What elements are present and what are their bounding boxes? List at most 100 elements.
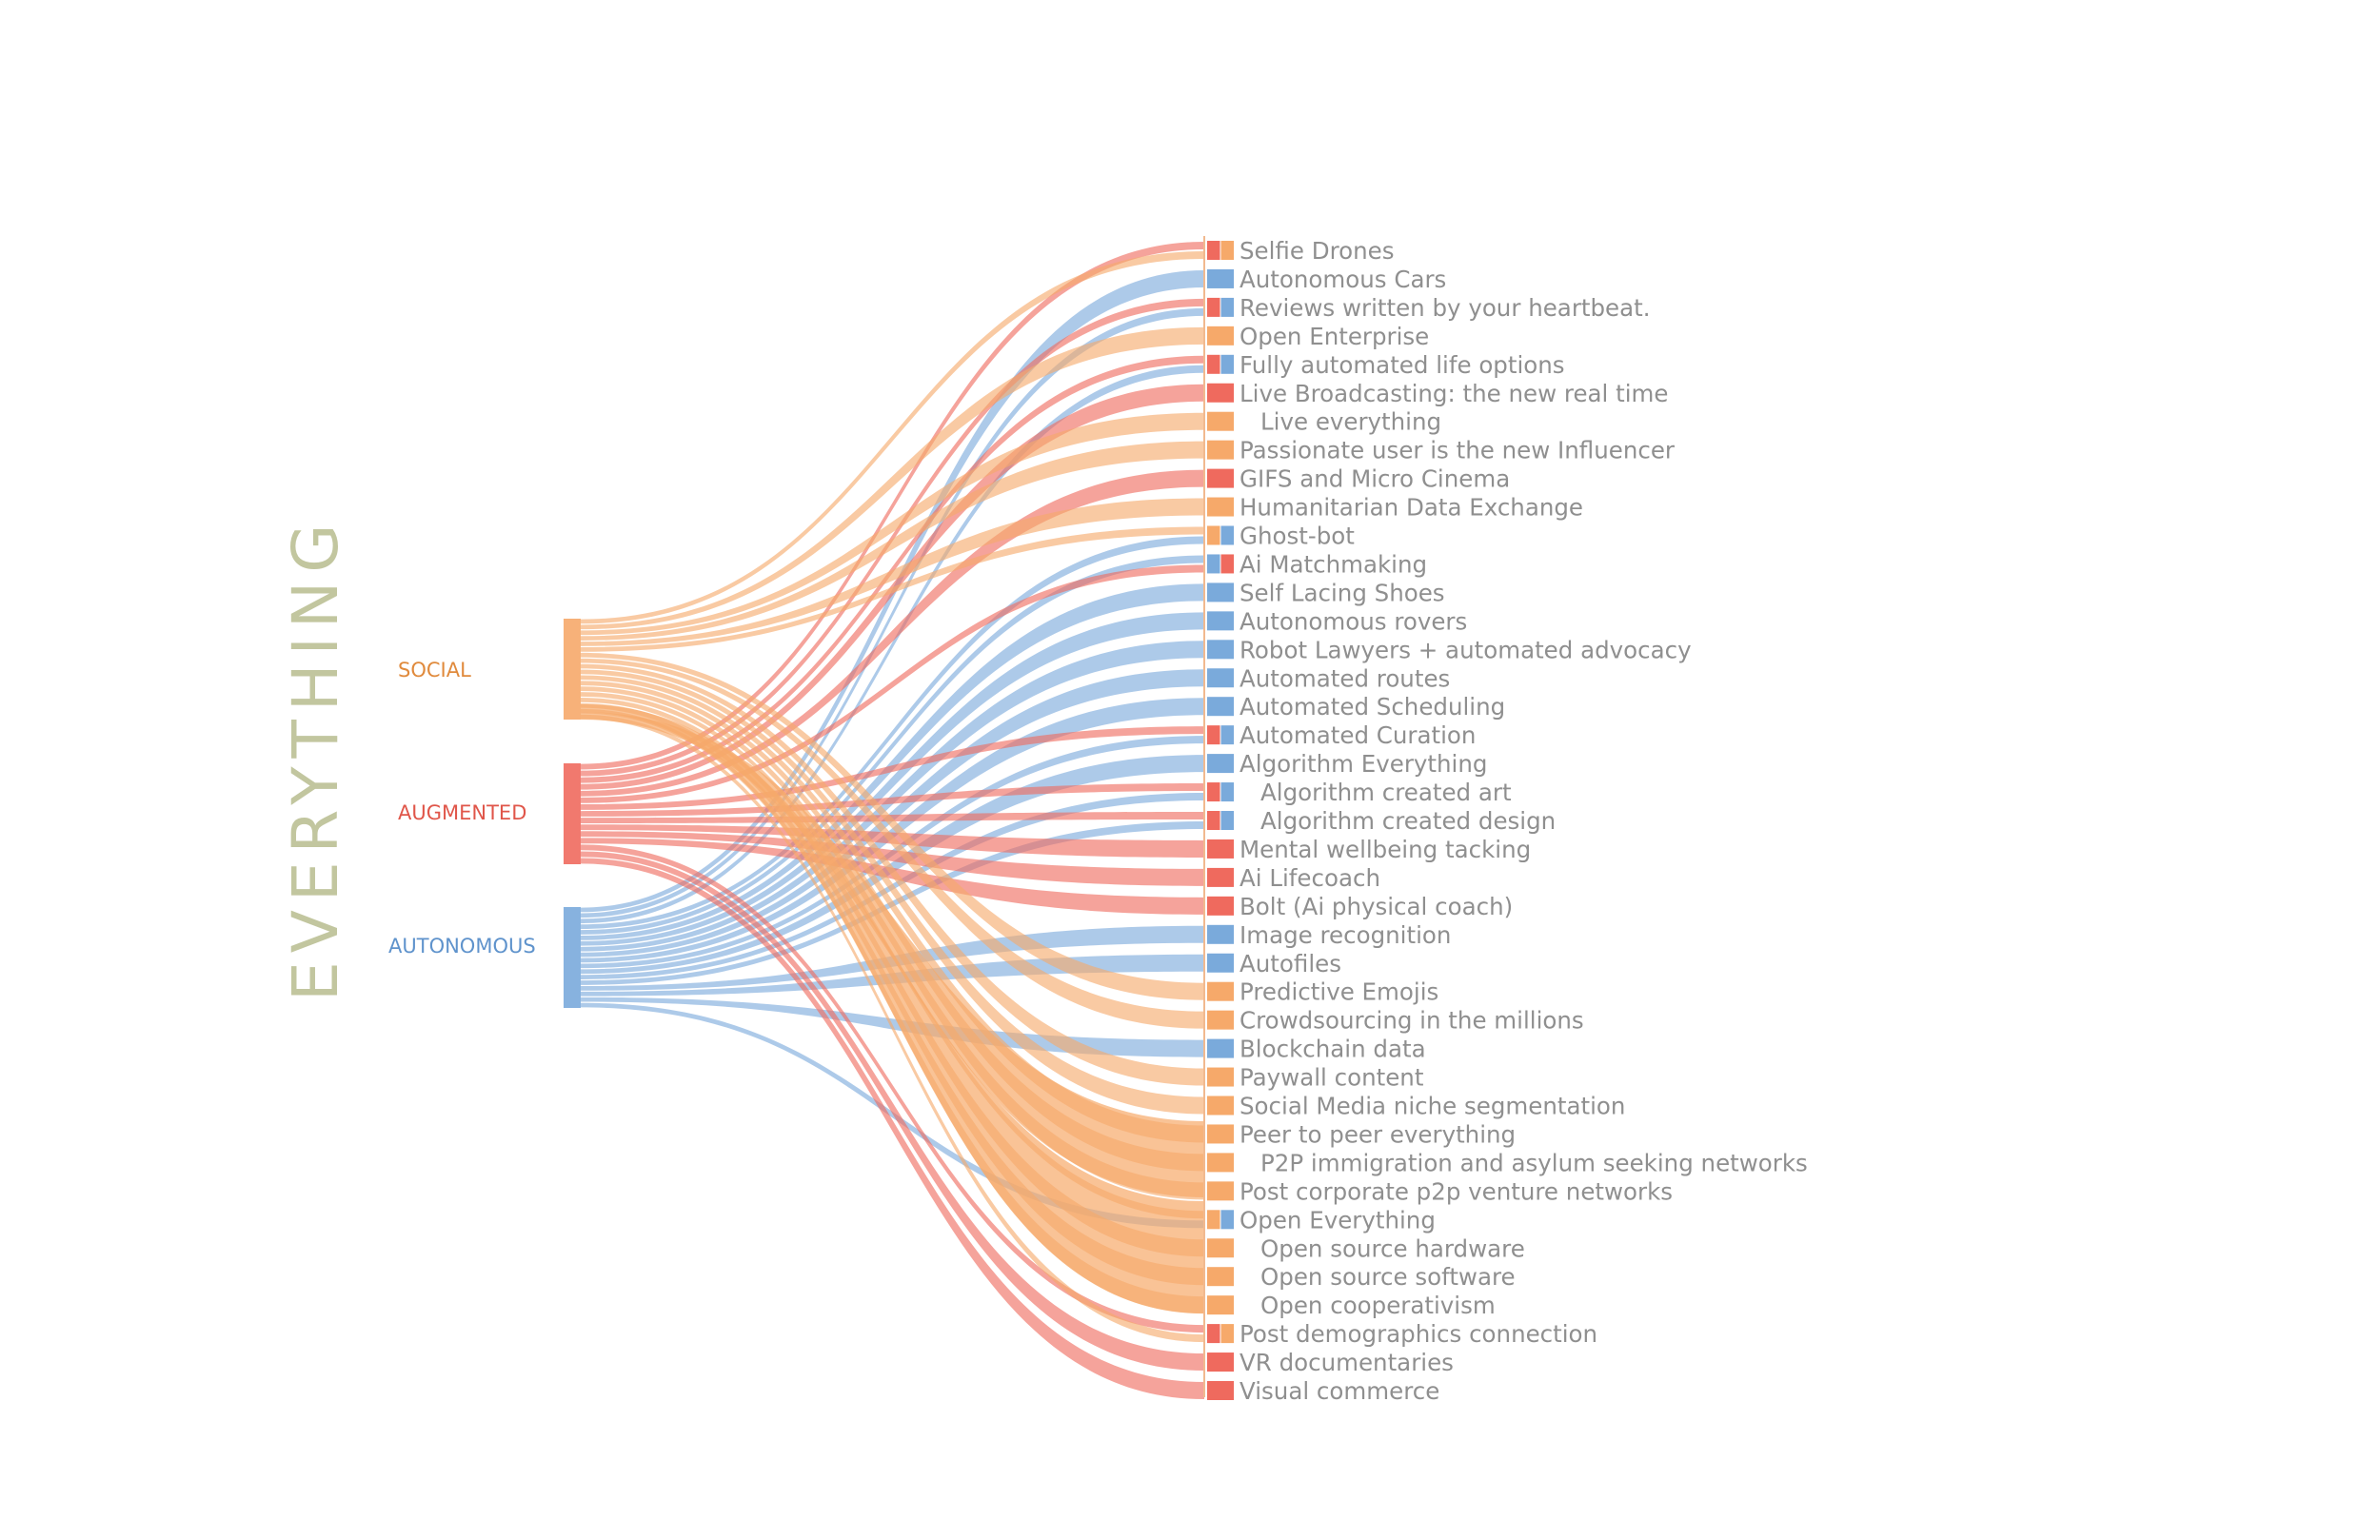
item-label: Autofiles xyxy=(1240,950,1341,977)
flow-augmented xyxy=(581,469,1204,797)
item-marker xyxy=(1207,1153,1234,1173)
item-marker-autonomous xyxy=(1220,354,1234,374)
flow-augmented xyxy=(581,783,1204,817)
item-row: GIFS and Micro Cinema xyxy=(1207,465,1510,493)
item-marker xyxy=(1207,640,1234,660)
flow-social-bulk xyxy=(581,704,1204,1313)
item-label: Open cooperativism xyxy=(1260,1292,1496,1319)
item-label: Visual commerce xyxy=(1240,1377,1439,1405)
item-marker xyxy=(1207,326,1234,346)
item-row: Automated routes xyxy=(1207,664,1450,692)
item-marker xyxy=(1207,1181,1234,1201)
flow-social xyxy=(581,652,1204,1000)
item-row: Paywall content xyxy=(1207,1064,1424,1092)
item-marker-augmented xyxy=(1207,725,1220,745)
item-label: Open Enterprise xyxy=(1240,323,1429,350)
item-marker xyxy=(1207,497,1234,517)
flow-augmented xyxy=(581,384,1204,790)
item-row: Crowdsourcing in the millions xyxy=(1207,1007,1584,1035)
flow-augmented xyxy=(581,242,1204,770)
item-label: Passionate user is the new Influencer xyxy=(1240,437,1676,464)
flow-augmented xyxy=(581,858,1204,1399)
item-row: Image recognition xyxy=(1207,921,1451,949)
item-row: Ai Lifecoach xyxy=(1207,864,1380,892)
item-marker xyxy=(1207,468,1234,488)
flow-autonomous xyxy=(581,641,1204,952)
item-label: P2P immigration and asylum seeking netwo… xyxy=(1260,1149,1808,1176)
item-row: Live Broadcasting: the new real time xyxy=(1207,380,1669,407)
item-label: Algorithm created art xyxy=(1260,779,1512,806)
flow-autonomous xyxy=(581,698,1204,963)
flow-social xyxy=(581,251,1204,624)
item-row: Mental wellbeing tacking xyxy=(1207,836,1531,863)
item-row: Algorithm Everything xyxy=(1207,750,1487,778)
item-marker xyxy=(1207,268,1234,288)
flow-social xyxy=(581,498,1204,646)
category-label-social: SOCIAL xyxy=(398,659,471,681)
category-node-augmented xyxy=(564,763,581,864)
item-row: P2P immigration and asylum seeking netwo… xyxy=(1207,1149,1808,1176)
item-label: Peer to peer everything xyxy=(1240,1120,1516,1148)
flow-social xyxy=(581,714,1204,1343)
item-marker xyxy=(1207,582,1234,602)
item-row: Predictive Emojis xyxy=(1207,978,1438,1006)
item-row: Peer to peer everything xyxy=(1207,1120,1516,1148)
item-marker-augmented xyxy=(1207,354,1220,374)
item-label: Open Everything xyxy=(1240,1206,1436,1234)
item-marker xyxy=(1207,1096,1234,1116)
item-marker xyxy=(1207,440,1234,460)
flow-autonomous xyxy=(581,307,1204,918)
item-label: Humanitarian Data Exchange xyxy=(1240,494,1583,522)
diagram-title: EVERYTHING xyxy=(279,516,352,1001)
item-row: Humanitarian Data Exchange xyxy=(1207,494,1583,522)
item-marker xyxy=(1207,924,1234,944)
item-marker xyxy=(1207,867,1234,887)
item-marker-autonomous xyxy=(1220,811,1234,830)
flow-autonomous xyxy=(581,612,1204,946)
item-label: Autonomous Cars xyxy=(1240,266,1446,293)
item-marker-augmented xyxy=(1207,811,1220,830)
item-label: Open source software xyxy=(1260,1263,1516,1291)
item-label: Reviews written by your heartbeat. xyxy=(1240,294,1651,322)
item-label: Algorithm Everything xyxy=(1240,750,1487,778)
item-label: Predictive Emojis xyxy=(1240,978,1438,1006)
item-marker-social xyxy=(1207,525,1220,545)
flow-social xyxy=(581,675,1204,1143)
item-marker xyxy=(1207,1238,1234,1258)
item-label: VR documentaries xyxy=(1240,1349,1454,1376)
flow-augmented xyxy=(581,844,1204,1333)
item-row: Algorithm created design xyxy=(1207,807,1556,835)
flow-social xyxy=(581,326,1204,630)
item-label: Live everything xyxy=(1260,408,1441,436)
flow-autonomous xyxy=(581,755,1204,975)
item-label: Selfie Drones xyxy=(1240,237,1394,265)
item-marker xyxy=(1207,953,1234,973)
item-row: Open source hardware xyxy=(1207,1234,1525,1262)
item-label: Robot Lawyers + automated advocacy xyxy=(1240,636,1692,663)
category-node-social xyxy=(564,619,581,720)
item-label: Social Media niche segmentation xyxy=(1240,1093,1625,1120)
item-row: Ai Matchmaking xyxy=(1207,550,1427,578)
item-row: Social Media niche segmentation xyxy=(1207,1093,1625,1120)
item-row: Fully automated life options xyxy=(1207,351,1565,379)
category-label-autonomous: AUTONOMOUS xyxy=(388,935,536,958)
item-label: Paywall content xyxy=(1240,1064,1424,1092)
item-marker-social xyxy=(1220,1324,1234,1344)
item-marker xyxy=(1207,1124,1234,1144)
item-label: GIFS and Micro Cinema xyxy=(1240,465,1510,493)
item-label: Algorithm created design xyxy=(1260,807,1556,835)
flow-autonomous xyxy=(581,536,1204,929)
flow-augmented xyxy=(581,564,1204,803)
item-marker xyxy=(1207,1381,1234,1400)
item-marker xyxy=(1207,981,1234,1001)
flow-social xyxy=(581,663,1204,1086)
item-marker xyxy=(1207,697,1234,717)
item-marker xyxy=(1207,839,1234,859)
item-marker-augmented xyxy=(1207,297,1220,317)
item-marker xyxy=(1207,1010,1234,1030)
item-marker-social xyxy=(1220,241,1234,260)
item-marker-autonomous xyxy=(1220,1210,1234,1230)
item-label: Ai Matchmaking xyxy=(1240,550,1427,578)
flow-autonomous xyxy=(581,583,1204,940)
